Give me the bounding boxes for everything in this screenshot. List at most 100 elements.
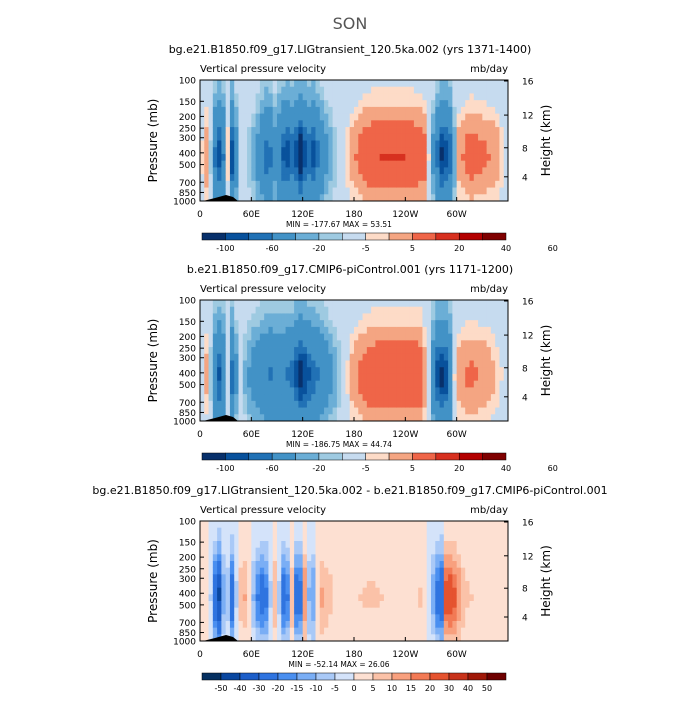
heatmap-cell — [349, 634, 355, 642]
heatmap-cell — [456, 360, 462, 368]
heatmap-cell — [460, 414, 466, 422]
heatmap-cell — [336, 367, 342, 375]
heatmap-cell — [371, 86, 376, 94]
heatmap-cell — [503, 333, 509, 341]
heatmap-cell — [349, 86, 355, 94]
heatmap-cell — [268, 100, 274, 108]
heatmap-cell — [379, 621, 385, 629]
heatmap-cell — [332, 601, 338, 609]
heatmap-cell — [482, 527, 488, 535]
heatmap-cell — [396, 180, 402, 188]
heatmap-cell — [413, 601, 419, 609]
heatmap-cell — [435, 320, 440, 328]
heatmap-cell — [392, 340, 398, 348]
heatmap-cell — [354, 306, 359, 314]
heatmap-cell — [495, 147, 500, 155]
heatmap-cell — [431, 534, 436, 542]
heatmap-cell — [362, 340, 368, 348]
heatmap-cell — [264, 300, 269, 308]
heatmap-cell — [217, 300, 222, 308]
heatmap-cell — [289, 174, 295, 182]
heatmap-cell — [426, 541, 432, 549]
heatmap-cell — [371, 621, 376, 629]
heatmap-cell — [418, 527, 423, 535]
heatmap-cell — [460, 320, 466, 328]
heatmap-cell — [234, 340, 239, 348]
heatmap-cell — [277, 521, 282, 529]
colorbar-tick-label: 40 — [463, 684, 473, 693]
heatmap-cell — [289, 326, 295, 335]
heatmap-cell — [448, 320, 453, 328]
heatmap-cell — [204, 347, 209, 355]
heatmap-cell — [478, 147, 483, 155]
heatmap-cell — [439, 347, 445, 355]
heatmap-cell — [221, 614, 227, 622]
heatmap-cell — [319, 353, 325, 361]
heatmap-cell — [443, 174, 449, 182]
heatmap-cell — [306, 521, 312, 529]
heatmap-cell — [212, 306, 218, 314]
heatmap-cell — [469, 614, 475, 622]
heatmap-cell — [204, 587, 209, 595]
heatmap-cell — [371, 106, 376, 115]
heatmap-cell — [460, 554, 466, 562]
heatmap-cell — [371, 133, 376, 141]
heatmap-cell — [486, 106, 492, 115]
heatmap-cell — [418, 554, 423, 562]
height-tick-label: 4 — [522, 614, 528, 624]
heatmap-cell — [272, 561, 278, 569]
heatmap-cell — [439, 614, 445, 622]
heatmap-cell — [217, 627, 222, 635]
heatmap-cell — [345, 194, 351, 202]
heatmap-cell — [277, 153, 282, 162]
heatmap-cell — [264, 594, 269, 602]
heatmap-cell — [315, 407, 321, 415]
heatmap-cell — [366, 160, 372, 168]
heatmap-cell — [221, 106, 227, 115]
heatmap-cell — [375, 347, 381, 355]
heatmap-cell — [200, 80, 205, 88]
heatmap-cell — [229, 554, 235, 562]
heatmap-cell — [285, 120, 291, 128]
heatmap-cell — [478, 180, 483, 188]
heatmap-cell — [490, 180, 496, 188]
heatmap-cell — [272, 100, 278, 108]
heatmap-cell — [302, 594, 308, 602]
heatmap-cell — [294, 113, 299, 121]
colorbar-swatch — [458, 232, 483, 241]
heatmap-cell — [217, 621, 222, 629]
heatmap-cell — [247, 153, 252, 162]
heatmap-cell — [255, 300, 261, 308]
heatmap-cell — [383, 300, 389, 308]
y-tick-label: 500 — [179, 161, 196, 171]
heatmap-cell — [409, 313, 415, 321]
heatmap-cell — [319, 167, 325, 175]
heatmap-cell — [452, 127, 458, 135]
heatmap-cell — [409, 400, 415, 408]
heatmap-cell — [469, 521, 475, 529]
heatmap-cell — [435, 527, 440, 535]
heatmap-cell — [315, 367, 321, 375]
heatmap-cell — [443, 100, 449, 108]
heatmap-cell — [208, 113, 214, 121]
heatmap-cell — [375, 360, 381, 368]
heatmap-cell — [259, 527, 265, 535]
heatmap-cell — [268, 394, 274, 402]
heatmap-cell — [255, 113, 261, 121]
heatmap-cell — [413, 407, 419, 415]
heatmap-cell — [460, 106, 466, 115]
heatmap-cell — [456, 353, 462, 361]
heatmap-cell — [328, 627, 334, 635]
heatmap-cell — [431, 333, 436, 341]
heatmap-cell — [495, 353, 500, 361]
heatmap-cell — [405, 561, 411, 569]
heatmap-cell — [405, 320, 411, 328]
heatmap-cell — [452, 160, 458, 168]
heatmap-cell — [328, 634, 334, 642]
heatmap-cell — [255, 567, 261, 575]
heatmap-cell — [383, 147, 389, 155]
heatmap-cell — [242, 353, 248, 361]
heatmap-cell — [324, 180, 329, 188]
heatmap-cell — [277, 380, 282, 388]
heatmap-cell — [396, 86, 402, 94]
